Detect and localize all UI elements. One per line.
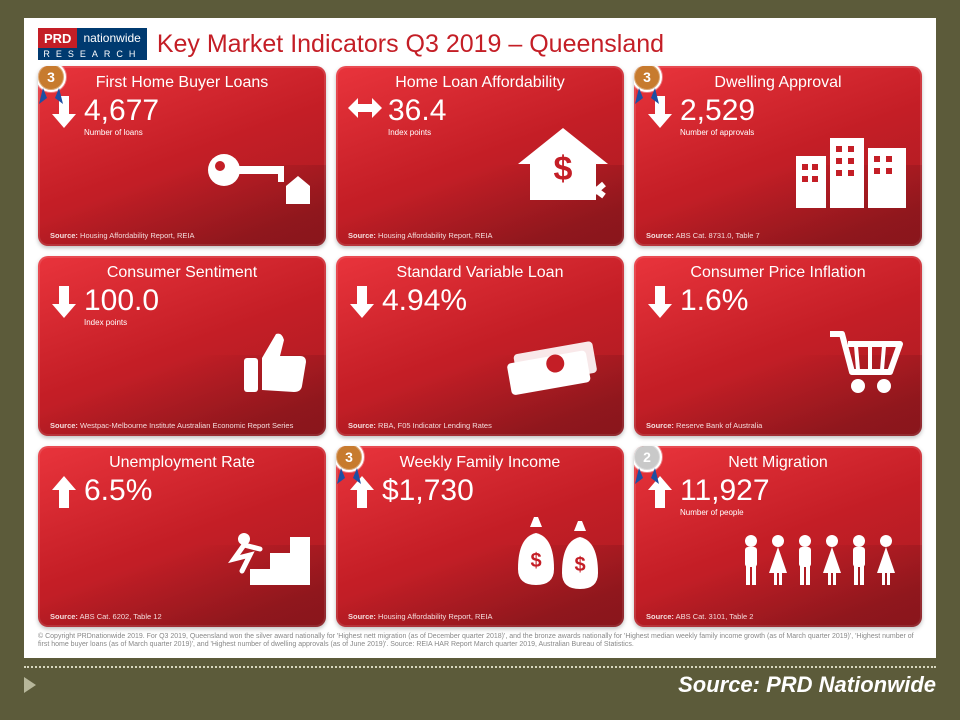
card-title: Nett Migration [646, 454, 910, 472]
logo: PRD nationwide RESEARCH [38, 28, 147, 60]
card-value: 4,677 [84, 94, 159, 127]
card-title: Consumer Sentiment [50, 264, 314, 282]
card-value: 1.6% [680, 284, 748, 317]
indicator-card: 3Dwelling Approval 2,529Number of approva… [634, 66, 922, 246]
medal-bronze-icon: 3 [634, 66, 666, 113]
indicator-card: Standard Variable Loan 4.94% Source: RBA, … [336, 256, 624, 436]
card-source: Source: Housing Affordability Report, RE… [348, 231, 612, 240]
card-value: 11,927 [680, 474, 770, 507]
indicator-card: 2Nett Migration11,927Number of peopleSou… [634, 446, 922, 626]
indicator-card: 3Weekly Family Income$1,730$$Source: Hou… [336, 446, 624, 626]
card-title: Weekly Family Income [348, 454, 612, 472]
people-icon [736, 533, 906, 594]
card-value: 4.94% [382, 284, 467, 317]
indicator-card: 3First Home Buyer Loans 4,677Number of lo… [38, 66, 326, 246]
card-source: Source: Housing Affordability Report, RE… [50, 231, 314, 240]
card-source: Source: Housing Affordability Report, RE… [348, 612, 612, 621]
card-value: 100.0 [84, 284, 159, 317]
card-grid: 3First Home Buyer Loans4,677Number of lo… [38, 66, 922, 627]
footer: Source: PRD Nationwide [24, 666, 936, 698]
svg-text:3: 3 [643, 69, 651, 85]
cart-icon [826, 328, 906, 403]
svg-text:$: $ [530, 550, 541, 572]
footer-source: Source: PRD Nationwide [678, 672, 936, 698]
card-body: 100.0Index points [50, 286, 314, 421]
infographic-panel: PRD nationwide RESEARCH Key Market Indic… [24, 18, 936, 658]
page-title: Key Market Indicators Q3 2019 – Queensla… [157, 30, 664, 59]
header: PRD nationwide RESEARCH Key Market Indic… [38, 28, 922, 60]
card-title: Home Loan Affordability [348, 74, 612, 92]
svg-text:3: 3 [345, 449, 353, 465]
copyright-text: © Copyright PRDnationwide 2019. For Q3 2… [38, 633, 922, 651]
trend-arrow-icon [348, 96, 382, 126]
key-house-icon [200, 138, 310, 213]
card-title: Consumer Price Inflation [646, 264, 910, 282]
slide-arrow-icon [24, 677, 36, 693]
card-body: 6.5% [50, 476, 314, 611]
card-source: Source: Westpac-Melbourne Institute Aust… [50, 421, 314, 430]
indicator-card: Consumer Sentiment100.0Index pointsSourc… [38, 256, 326, 436]
medal-bronze-icon: 3 [38, 66, 70, 113]
card-body: 36.4Index points $ [348, 96, 612, 231]
thumbs-up-icon [240, 328, 310, 403]
card-sublabel: Number of people [680, 508, 770, 517]
trend-arrow-icon [348, 286, 376, 324]
trend-arrow-icon [646, 286, 674, 324]
medal-silver-icon: 2 [634, 446, 666, 493]
stairs-fall-icon [220, 519, 310, 594]
trend-arrow-icon [50, 476, 78, 514]
card-title: Dwelling Approval [646, 74, 910, 92]
card-body: 11,927Number of people [646, 476, 910, 611]
card-sublabel: Index points [388, 128, 446, 137]
card-body: 2,529Number of approvals [646, 96, 910, 231]
card-value: 2,529 [680, 94, 755, 127]
card-source: Source: ABS Cat. 3101, Table 2 [646, 612, 910, 621]
medal-bronze-icon: 3 [336, 446, 368, 493]
cash-icon [498, 338, 608, 403]
trend-arrow-icon [50, 286, 78, 324]
card-body: $1,730$$ [348, 476, 612, 611]
card-title: Unemployment Rate [50, 454, 314, 472]
svg-text:3: 3 [47, 69, 55, 85]
svg-text:2: 2 [643, 449, 651, 465]
card-body: 1.6% [646, 286, 910, 421]
svg-text:$: $ [574, 554, 585, 576]
card-body: 4,677Number of loans [50, 96, 314, 231]
card-source: Source: RBA, F05 Indicator Lending Rates [348, 421, 612, 430]
card-value: $1,730 [382, 474, 474, 507]
card-source: Source: ABS Cat. 6202, Table 12 [50, 612, 314, 621]
card-title: Standard Variable Loan [348, 264, 612, 282]
card-body: 4.94% [348, 286, 612, 421]
card-source: Source: Reserve Bank of Australia [646, 421, 910, 430]
logo-research: RESEARCH [38, 48, 147, 60]
card-sublabel: Number of approvals [680, 128, 755, 137]
money-bags-icon: $$ [508, 509, 608, 594]
svg-text:$: $ [554, 150, 573, 188]
card-value: 6.5% [84, 474, 152, 507]
card-sublabel: Number of loans [84, 128, 159, 137]
indicator-card: Home Loan Affordability 36.4Index points $… [336, 66, 624, 246]
buildings-icon [796, 128, 906, 213]
card-source: Source: ABS Cat. 8731.0, Table 7 [646, 231, 910, 240]
logo-nationwide: nationwide [77, 28, 146, 48]
indicator-card: Unemployment Rate 6.5% Source: ABS Cat. 62… [38, 446, 326, 626]
card-value: 36.4 [388, 94, 446, 127]
logo-prd: PRD [38, 28, 77, 48]
card-sublabel: Index points [84, 318, 159, 327]
house-dollar-icon: $ [518, 128, 608, 213]
card-title: First Home Buyer Loans [50, 74, 314, 92]
indicator-card: Consumer Price Inflation 1.6% Source: Rese… [634, 256, 922, 436]
